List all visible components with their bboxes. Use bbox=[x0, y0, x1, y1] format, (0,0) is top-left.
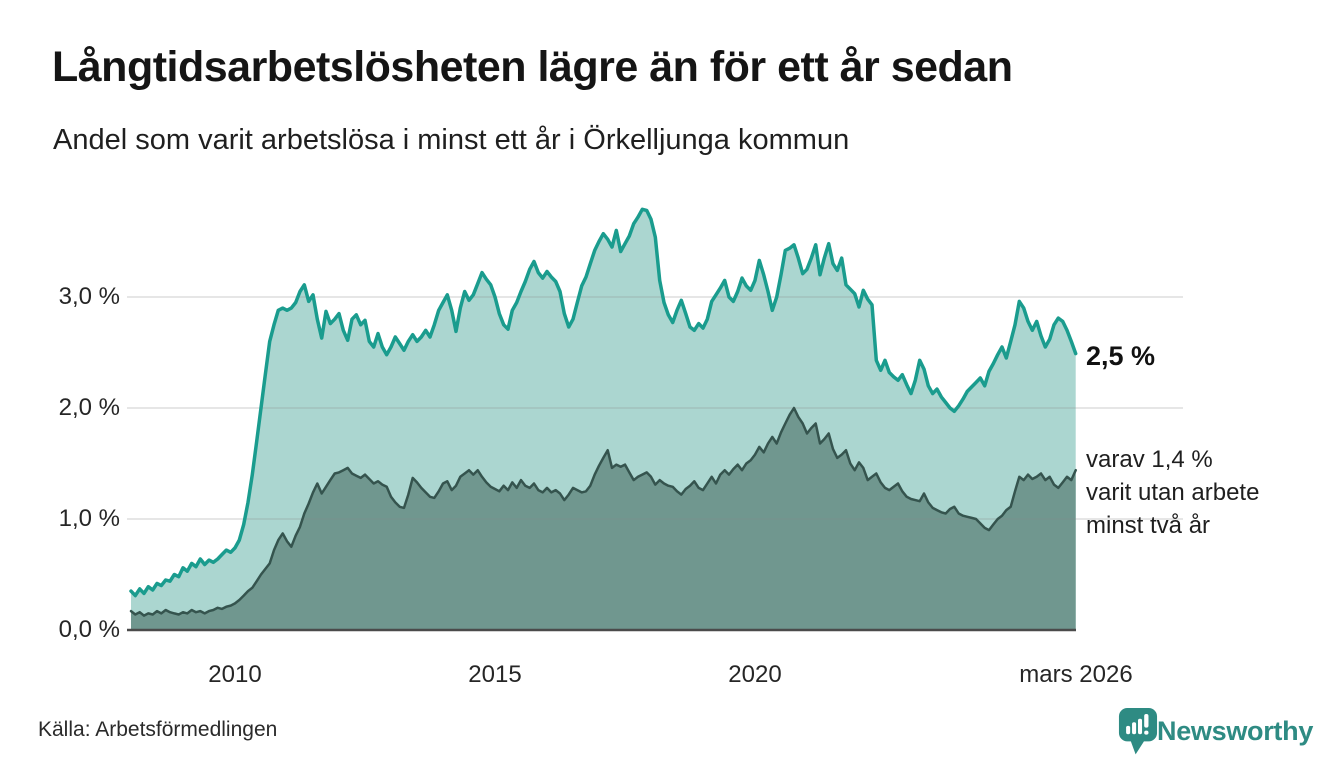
end-value-label: 2,5 % bbox=[1086, 341, 1156, 371]
line-unemployed-two-years bbox=[129, 406, 1077, 617]
xtick-mars-2026: mars 2026 bbox=[1019, 661, 1133, 688]
xtick-2020: 2020 bbox=[728, 661, 782, 688]
logo-bar-2 bbox=[1132, 722, 1137, 735]
ytick-0: 0,0 % bbox=[58, 616, 120, 643]
line-unemployed-one-year bbox=[129, 207, 1078, 598]
newsworthy-logo: Newsworthy bbox=[1118, 708, 1340, 758]
xtick-2010: 2010 bbox=[208, 661, 262, 688]
secondary-value-line2: varit utan arbete bbox=[1086, 479, 1260, 506]
newsworthy-wordmark: Newsworthy bbox=[1157, 716, 1314, 746]
ytick-1: 1,0 % bbox=[58, 505, 120, 532]
ytick-2: 2,0 % bbox=[58, 394, 120, 421]
newsworthy-bubble-icon bbox=[1118, 708, 1158, 755]
secondary-value-label: varav 1,4 % varit utan arbete minst två … bbox=[1086, 443, 1316, 542]
area-unemployed-two-years bbox=[131, 408, 1076, 630]
ytick-3: 3,0 % bbox=[58, 283, 120, 310]
logo-bar-3 bbox=[1138, 718, 1143, 735]
page-title: Långtidsarbetslösheten lägre än för ett … bbox=[52, 43, 1013, 91]
secondary-value-line1: varav 1,4 % bbox=[1086, 446, 1213, 473]
source-attribution: Källa: Arbetsförmedlingen bbox=[38, 718, 278, 741]
logo-exclamation-dot bbox=[1144, 730, 1149, 735]
logo-exclamation-stem bbox=[1144, 713, 1149, 728]
logo-bar-1 bbox=[1126, 725, 1131, 735]
xtick-2015: 2015 bbox=[468, 661, 522, 688]
page-subtitle: Andel som varit arbetslösa i minst ett å… bbox=[53, 124, 850, 156]
secondary-value-line3: minst två år bbox=[1086, 512, 1211, 539]
